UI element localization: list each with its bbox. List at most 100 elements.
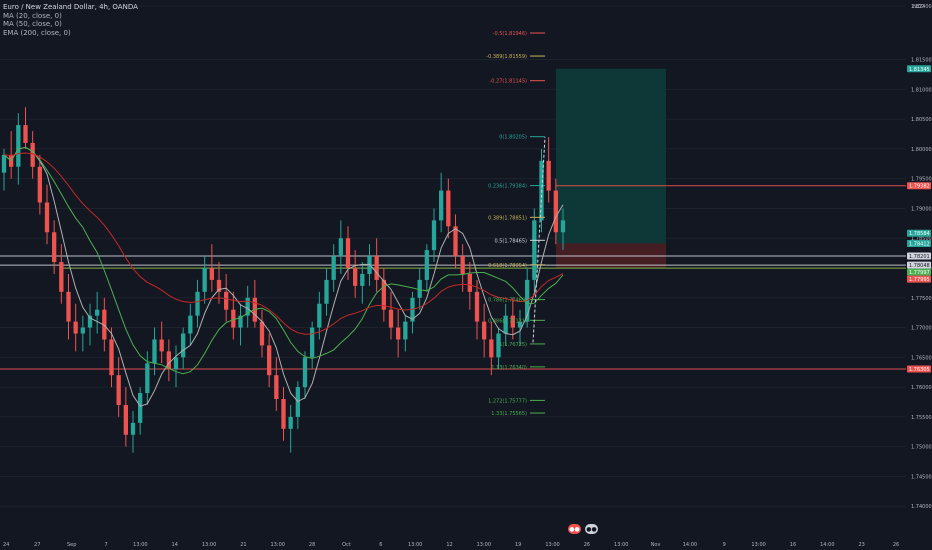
price-tick-label: 1.75500: [911, 415, 932, 421]
time-tick-label: Sep: [67, 542, 76, 548]
price-tick-label: 1.77000: [911, 326, 932, 332]
candle: [145, 363, 150, 394]
candle: [417, 279, 422, 298]
fib-level-label: 0.886(1.77121): [488, 318, 527, 324]
time-tick-label: 7: [104, 542, 107, 548]
candle: [388, 309, 394, 328]
candle: [446, 190, 451, 227]
time-tick-label: 16: [790, 542, 796, 548]
price-label-box: [907, 239, 931, 247]
study-ema200[interactable]: EMA (200, close, 0): [3, 28, 71, 37]
study-ma20[interactable]: MA (20, close, 0): [3, 11, 62, 20]
time-tick-label: 14:00: [683, 542, 697, 548]
candle: [1, 154, 7, 173]
price-label-box: [907, 252, 931, 260]
candle: [66, 291, 71, 322]
ma50-line: [3, 146, 564, 375]
fib-level-label: 1.33(1.75565): [491, 411, 527, 417]
fib-level-label: 1(1.76725): [499, 342, 527, 348]
time-tick-label: 13:00: [477, 542, 491, 548]
price-tick-label: 1.75000: [911, 445, 932, 451]
time-tick-label: 13:00: [202, 542, 216, 548]
candle: [396, 327, 401, 340]
time-tick-label: 13:00: [545, 542, 559, 548]
time-tick-label: 6: [379, 542, 382, 548]
fib-level-label: -0.27(1.81145): [489, 79, 527, 85]
price-label: 1.78584: [909, 231, 930, 237]
candle: [553, 190, 558, 233]
time-tick-label: 13:00: [408, 542, 422, 548]
fib-level-label: 1.13(1.76340): [491, 365, 527, 371]
candle: [360, 273, 365, 286]
candle: [331, 256, 336, 280]
candle: [338, 238, 343, 257]
price-label: 1.77995: [909, 277, 930, 283]
candle: [80, 327, 85, 334]
time-tick-label: 13:00: [614, 542, 628, 548]
candle: [302, 357, 308, 388]
candle: [281, 399, 286, 429]
candle: [87, 315, 93, 328]
candle: [324, 279, 329, 304]
price-tick-label: 1.79000: [911, 206, 932, 212]
candle: [173, 357, 179, 370]
candle: [259, 321, 265, 346]
price-label-box: [907, 268, 931, 276]
price-label: 1.76305: [909, 367, 930, 373]
fib-level-label: 0.236(1.79384): [488, 184, 527, 190]
candle: [188, 315, 193, 334]
fib-level-label: 1.272(1.75777): [488, 398, 527, 404]
candle: [424, 250, 429, 280]
price-label-box: [907, 275, 931, 283]
candle: [274, 375, 279, 400]
candle: [546, 160, 551, 191]
candle: [95, 309, 100, 316]
fib-level-label: 0.389(1.78851): [488, 215, 527, 221]
candle: [44, 202, 50, 233]
dividend-flag-icon[interactable]: ●●: [585, 524, 598, 534]
fib-level-label: -0.389(1.81559): [486, 54, 527, 60]
earnings-flag-icon[interactable]: ●●: [568, 524, 581, 534]
study-ma50[interactable]: MA (50, close, 0): [3, 20, 62, 28]
price-label: 1.78412: [909, 241, 930, 247]
candle: [166, 351, 171, 370]
candle: [474, 291, 480, 322]
candle: [37, 166, 42, 203]
price-label: 1.78048: [909, 263, 930, 269]
time-tick-label: 24: [3, 542, 9, 548]
ma20-line: [3, 146, 564, 407]
candle: [310, 327, 315, 358]
candle: [467, 273, 472, 292]
price-label-box: [907, 65, 931, 73]
time-tick-label: 13:00: [271, 542, 285, 548]
time-tick-label: 27: [34, 542, 40, 548]
price-label-box: [907, 182, 931, 190]
candle: [381, 279, 386, 310]
price-tick-label: 1.80000: [911, 147, 932, 153]
candle: [159, 339, 164, 352]
symbol-title: Euro / New Zealand Dollar, 4h, OANDA: [3, 3, 138, 11]
price-tick-label: 1.79500: [911, 177, 932, 183]
candle: [209, 268, 214, 280]
candle: [295, 387, 300, 417]
fib-level-label: -0.5(1.81946): [493, 31, 527, 37]
candle: [439, 190, 444, 221]
price-label: 1.78201: [909, 254, 930, 260]
candle: [560, 220, 566, 233]
candle: [224, 291, 229, 310]
price-tick-label: 1.80500: [911, 117, 932, 123]
candle: [152, 339, 157, 364]
candle: [460, 256, 465, 274]
candle: [489, 339, 494, 358]
candle: [503, 315, 508, 334]
price-label: 1.79382: [909, 184, 930, 190]
currency-label: NZD: [913, 4, 924, 10]
candle: [202, 268, 207, 292]
candle: [102, 309, 107, 340]
fib-level-label: 0.5(1.78465): [494, 238, 527, 244]
time-tick-label: 14:00: [820, 542, 834, 548]
candle: [30, 142, 35, 167]
price-tick-label: 1.81500: [911, 58, 932, 64]
